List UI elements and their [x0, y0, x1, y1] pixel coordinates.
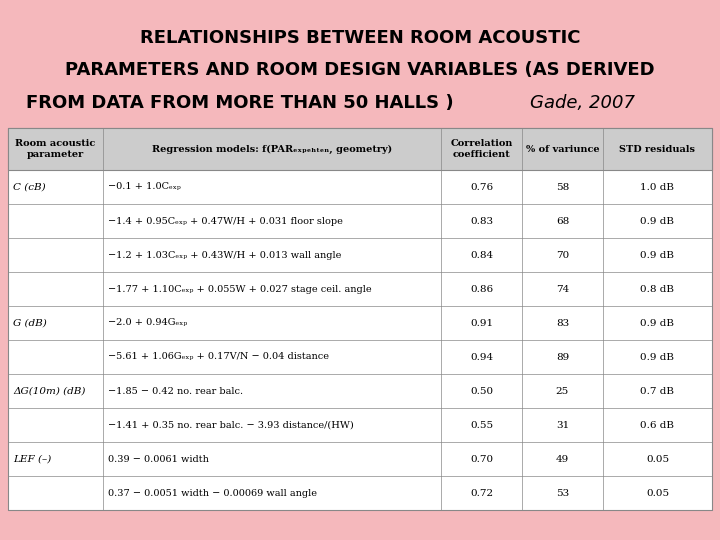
- Text: −2.0 + 0.94Gₑₓₚ: −2.0 + 0.94Gₑₓₚ: [108, 319, 187, 327]
- Text: Gade, 2007: Gade, 2007: [530, 94, 635, 112]
- Bar: [8, 128, 712, 170]
- Text: 0.8 dB: 0.8 dB: [641, 285, 675, 294]
- Text: 89: 89: [556, 353, 569, 361]
- Text: −0.1 + 1.0Cₑₓₚ: −0.1 + 1.0Cₑₓₚ: [108, 183, 181, 192]
- Text: −1.4 + 0.95Cₑₓₚ + 0.47W/H + 0.031 floor slope: −1.4 + 0.95Cₑₓₚ + 0.47W/H + 0.031 floor …: [108, 217, 343, 226]
- Text: 0.70: 0.70: [470, 455, 493, 463]
- Text: C (cB): C (cB): [13, 183, 45, 192]
- Text: Correlation
coefficient: Correlation coefficient: [450, 139, 513, 159]
- Text: RELATIONSHIPS BETWEEN ROOM ACOUSTIC: RELATIONSHIPS BETWEEN ROOM ACOUSTIC: [140, 29, 580, 47]
- Text: Room acoustic
parameter: Room acoustic parameter: [15, 139, 96, 159]
- Text: 0.50: 0.50: [470, 387, 493, 395]
- Text: 0.05: 0.05: [646, 455, 669, 463]
- Text: PARAMETERS AND ROOM DESIGN VARIABLES (AS DERIVED: PARAMETERS AND ROOM DESIGN VARIABLES (AS…: [66, 61, 654, 79]
- Text: 0.94: 0.94: [470, 353, 493, 361]
- Text: 70: 70: [556, 251, 569, 260]
- Text: 31: 31: [556, 421, 569, 429]
- Text: −1.85 − 0.42 no. rear balc.: −1.85 − 0.42 no. rear balc.: [108, 387, 243, 395]
- Text: FROM DATA FROM MORE THAN 50 HALLS ): FROM DATA FROM MORE THAN 50 HALLS ): [26, 94, 454, 112]
- Text: 74: 74: [556, 285, 569, 294]
- Text: 0.83: 0.83: [470, 217, 493, 226]
- Text: 68: 68: [556, 217, 569, 226]
- Text: 83: 83: [556, 319, 569, 327]
- Text: 1.0 dB: 1.0 dB: [641, 183, 675, 192]
- Text: −1.2 + 1.03Cₑₓₚ + 0.43W/H + 0.013 wall angle: −1.2 + 1.03Cₑₓₚ + 0.43W/H + 0.013 wall a…: [108, 251, 341, 260]
- Text: STD residuals: STD residuals: [619, 145, 696, 153]
- Text: 0.86: 0.86: [470, 285, 493, 294]
- Text: 53: 53: [556, 489, 569, 497]
- Text: 49: 49: [556, 455, 569, 463]
- Text: Regression models: f(PARₑₓₚₑₕₜₑₙ, geometry): Regression models: f(PARₑₓₚₑₕₜₑₙ, geomet…: [152, 144, 392, 153]
- Text: 0.9 dB: 0.9 dB: [641, 319, 675, 327]
- Text: 0.76: 0.76: [470, 183, 493, 192]
- Text: 0.7 dB: 0.7 dB: [641, 387, 675, 395]
- Text: ΔG(10m) (dB): ΔG(10m) (dB): [13, 387, 86, 395]
- Text: 58: 58: [556, 183, 569, 192]
- Text: 0.55: 0.55: [470, 421, 493, 429]
- Text: % of variunce: % of variunce: [526, 145, 599, 153]
- Text: 0.9 dB: 0.9 dB: [641, 353, 675, 361]
- Text: 0.72: 0.72: [470, 489, 493, 497]
- Text: −1.77 + 1.10Cₑₓₚ + 0.055W + 0.027 stage ceil. angle: −1.77 + 1.10Cₑₓₚ + 0.055W + 0.027 stage …: [108, 285, 372, 294]
- Text: G (dB): G (dB): [13, 319, 47, 327]
- Text: 0.9 dB: 0.9 dB: [641, 251, 675, 260]
- Text: 0.84: 0.84: [470, 251, 493, 260]
- Text: LEF (–): LEF (–): [13, 455, 51, 463]
- Text: 25: 25: [556, 387, 569, 395]
- Text: −1.41 + 0.35 no. rear balc. − 3.93 distance/(HW): −1.41 + 0.35 no. rear balc. − 3.93 dista…: [108, 421, 354, 429]
- Text: 0.05: 0.05: [646, 489, 669, 497]
- Text: 0.9 dB: 0.9 dB: [641, 217, 675, 226]
- Text: 0.6 dB: 0.6 dB: [641, 421, 675, 429]
- Text: 0.37 − 0.0051 width − 0.00069 wall angle: 0.37 − 0.0051 width − 0.00069 wall angle: [108, 489, 317, 497]
- Bar: [8, 128, 712, 510]
- Text: 0.39 − 0.0061 width: 0.39 − 0.0061 width: [108, 455, 209, 463]
- Text: 0.91: 0.91: [470, 319, 493, 327]
- Text: −5.61 + 1.06Gₑₓₚ + 0.17V/N − 0.04 distance: −5.61 + 1.06Gₑₓₚ + 0.17V/N − 0.04 distan…: [108, 353, 329, 361]
